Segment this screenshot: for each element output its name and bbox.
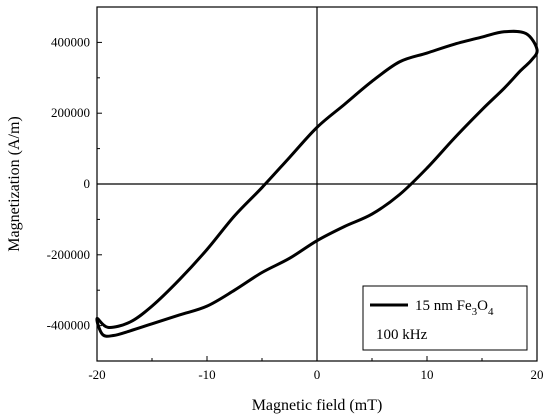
y-tick-label: 0 xyxy=(84,176,91,191)
legend-entry-sub2: 4 xyxy=(488,306,494,318)
y-tick-label: 400000 xyxy=(51,34,90,49)
legend-box xyxy=(362,285,528,351)
legend-entry-mid: O xyxy=(477,298,488,314)
x-axis-title: Magnetic field (mT) xyxy=(252,397,383,414)
x-tick-label: 10 xyxy=(421,367,434,382)
y-tick-label: 200000 xyxy=(51,105,90,120)
legend-note: 100 kHz xyxy=(376,327,428,343)
y-axis-title: Magnetization (A/m) xyxy=(6,116,23,252)
x-tick-label: 0 xyxy=(314,367,321,382)
x-tick-label: -10 xyxy=(198,367,215,382)
x-tick-label: 20 xyxy=(531,367,544,382)
legend-entry-label: 15 nm Fe3O4 xyxy=(415,298,494,318)
x-tick-label: -20 xyxy=(88,367,105,382)
legend: 15 nm Fe3O4 100 kHz xyxy=(362,285,528,351)
y-tick-label: -400000 xyxy=(47,318,90,333)
legend-entry-text: 15 nm Fe xyxy=(415,298,472,314)
x-axis-ticks: -20 -10 0 10 20 xyxy=(88,356,544,382)
y-tick-label: -200000 xyxy=(47,247,90,262)
hysteresis-loop-line xyxy=(95,29,539,338)
legend-entry-sub1: 3 xyxy=(472,306,478,318)
y-axis-ticks: -400000 -200000 0 200000 400000 xyxy=(47,34,102,333)
